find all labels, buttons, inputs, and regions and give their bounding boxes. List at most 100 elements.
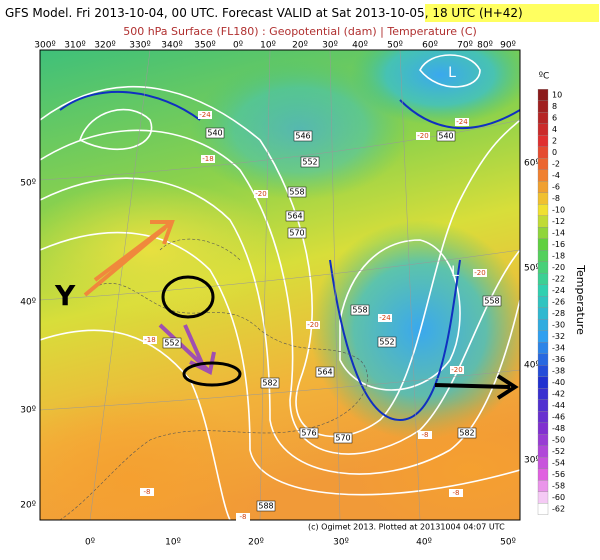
contour <box>40 177 520 475</box>
color-swatch <box>537 261 549 274</box>
circle-mark <box>161 275 215 319</box>
temperature-label-box <box>416 132 430 140</box>
temperature-label-box <box>198 111 212 119</box>
legend-tick-label: -46 <box>552 413 565 422</box>
legend-tick-label: -28 <box>552 309 565 318</box>
temperature-label-box <box>418 431 432 439</box>
orange-arrow <box>83 220 174 297</box>
temperature-label: -24 <box>379 314 391 322</box>
longitude-label: 70º <box>457 41 473 51</box>
contour-label: 552 <box>379 338 394 347</box>
longitude-label: 80º <box>477 41 493 51</box>
contour-label-box <box>377 336 397 348</box>
latitude-label: 20º <box>20 501 36 511</box>
color-swatch <box>537 503 549 515</box>
longitude-label: 20º <box>292 41 308 51</box>
longitude-label: 350º <box>194 41 215 51</box>
longitude-label: 40º <box>416 538 432 548</box>
contour-label: 558 <box>484 297 499 306</box>
contour-label-box <box>287 186 307 198</box>
color-swatch <box>537 158 549 170</box>
latitude-label: 40º <box>524 361 540 371</box>
annotations <box>83 220 519 400</box>
color-swatch <box>537 457 549 469</box>
longitude-label: 0º <box>85 538 95 548</box>
legend-tick-label: -8 <box>552 194 560 203</box>
legend-tick-label: -58 <box>552 482 565 491</box>
color-swatch <box>537 342 549 354</box>
latitude-label: 30º <box>20 406 36 416</box>
color-swatch <box>537 100 549 113</box>
color-swatch <box>537 169 549 182</box>
color-swatch <box>537 89 549 101</box>
temperature-label-box <box>378 314 392 322</box>
legend-tick-label: -60 <box>552 493 565 502</box>
contour-label-box <box>350 304 370 316</box>
longitude-label: 0º <box>233 41 243 51</box>
color-swatch <box>537 353 549 366</box>
legend-tick-label: -38 <box>552 367 565 376</box>
legend-tick-label: -26 <box>552 298 565 307</box>
temperature-label-box <box>449 489 463 497</box>
temperature-label: -24 <box>199 111 211 119</box>
legend-tick-label: 2 <box>552 137 557 146</box>
contour-label: 564 <box>287 212 302 221</box>
contour-label-box <box>285 210 305 222</box>
legend-tick-label: -36 <box>552 355 565 364</box>
latitude-label: 60º <box>524 159 540 169</box>
legend-tick-label: -2 <box>552 160 560 169</box>
legend-tick-label: -50 <box>552 436 565 445</box>
contour-label-box <box>205 127 225 139</box>
temperature-label: -20 <box>255 190 266 198</box>
temperature-label-box <box>236 513 250 521</box>
contour <box>339 239 461 391</box>
color-swatch <box>537 330 549 343</box>
legend-tick-label: -40 <box>552 378 565 387</box>
contour-label-box <box>256 500 276 512</box>
latitude-label: 30º <box>524 456 540 466</box>
color-swatch <box>537 422 549 435</box>
legend-title: Temperature <box>574 264 587 335</box>
contour-label: 588 <box>258 502 273 511</box>
legend-tick-label: 8 <box>552 102 557 111</box>
contour-label-box <box>482 295 502 307</box>
contour-label-box <box>333 432 353 444</box>
color-swatch <box>537 365 549 377</box>
color-swatch <box>537 445 549 458</box>
temperature-label: -18 <box>202 155 213 163</box>
latitude-label: 50º <box>524 264 540 274</box>
warm-area <box>350 400 520 520</box>
isotherm <box>329 259 461 422</box>
legend-tick-label: -52 <box>552 447 565 456</box>
map-area <box>40 50 520 520</box>
contour-label-box <box>315 366 335 378</box>
color-swatch <box>537 146 549 159</box>
legend-tick-label: -4 <box>552 171 560 180</box>
low-center: L <box>448 65 456 81</box>
temperature-label-box <box>473 269 487 277</box>
rotation-mark <box>182 361 242 387</box>
title-highlight: 0-05, 18 UTC (H+42) <box>397 6 522 20</box>
title-text: GFS Model. Fri 2013-10-04, 00 UTC. Forec… <box>5 6 397 20</box>
longitude-label: 50º <box>387 41 403 51</box>
contour-label: 576 <box>301 429 316 438</box>
temperature-label-box <box>143 336 157 344</box>
legend-tick-label: 4 <box>552 125 557 134</box>
legend-tick-label: -42 <box>552 390 565 399</box>
legend-tick-label: -34 <box>552 344 565 353</box>
legend-tick-label: -30 <box>552 321 565 330</box>
longitude-label: 90º <box>500 41 516 51</box>
title-highlight-box <box>425 4 599 22</box>
temperature-label: -8 <box>144 488 151 496</box>
longitude-label: 60º <box>422 41 438 51</box>
contour-label: 564 <box>317 368 332 377</box>
color-swatch <box>537 250 549 262</box>
contour-label-box <box>287 227 307 239</box>
color-swatch <box>537 307 549 320</box>
color-swatch <box>537 181 549 193</box>
color-swatch <box>537 215 549 228</box>
longitude-label: 20º <box>248 538 264 548</box>
temperature-label-box <box>201 155 215 163</box>
